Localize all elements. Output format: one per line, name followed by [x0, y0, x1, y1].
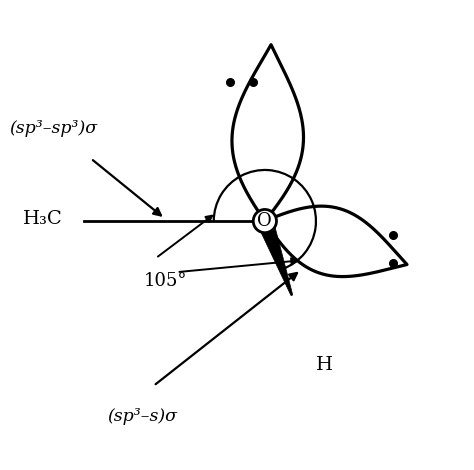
- Text: 105°: 105°: [144, 273, 188, 290]
- Text: H₃C: H₃C: [23, 210, 63, 228]
- Text: (sp³–s)σ: (sp³–s)σ: [107, 407, 177, 424]
- Text: O: O: [257, 212, 272, 230]
- Circle shape: [253, 210, 276, 233]
- Polygon shape: [265, 206, 407, 276]
- Polygon shape: [232, 45, 303, 221]
- Text: (sp³–sp³)σ: (sp³–sp³)σ: [9, 120, 98, 137]
- Text: H: H: [316, 356, 333, 374]
- Polygon shape: [257, 218, 293, 296]
